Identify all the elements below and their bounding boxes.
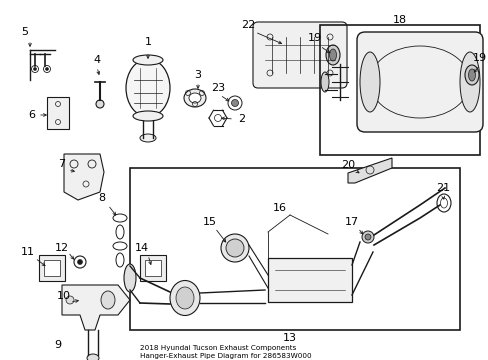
Text: 19: 19	[307, 33, 322, 43]
Bar	[145, 260, 161, 276]
Ellipse shape	[361, 231, 373, 243]
Polygon shape	[64, 154, 104, 200]
Ellipse shape	[359, 52, 379, 112]
Ellipse shape	[170, 280, 200, 315]
Ellipse shape	[189, 93, 201, 103]
Ellipse shape	[231, 99, 238, 107]
Ellipse shape	[320, 72, 328, 92]
Ellipse shape	[183, 89, 205, 107]
Bar	[130, 168, 459, 330]
Bar	[140, 255, 165, 281]
Text: 2: 2	[238, 114, 245, 124]
Ellipse shape	[176, 287, 194, 309]
Ellipse shape	[459, 52, 479, 112]
Text: 13: 13	[283, 333, 296, 343]
Ellipse shape	[126, 59, 170, 117]
Bar	[47, 97, 69, 129]
Text: 16: 16	[272, 203, 286, 213]
Polygon shape	[62, 285, 130, 330]
Text: 21: 21	[435, 183, 449, 193]
Text: 12: 12	[55, 243, 69, 253]
Text: 2018 Hyundai Tucson Exhaust Components
Hanger-Exhaust Pipe Diagram for 286583W00: 2018 Hyundai Tucson Exhaust Components H…	[140, 345, 311, 359]
Text: 15: 15	[203, 217, 217, 227]
Text: 5: 5	[21, 27, 28, 37]
Ellipse shape	[124, 264, 136, 292]
Text: 9: 9	[54, 340, 61, 350]
Polygon shape	[347, 158, 391, 183]
Ellipse shape	[140, 134, 156, 142]
Ellipse shape	[87, 354, 99, 360]
Text: 10: 10	[57, 291, 71, 301]
Text: 7: 7	[59, 159, 65, 169]
Ellipse shape	[325, 45, 339, 65]
FancyBboxPatch shape	[252, 22, 346, 88]
Text: 18: 18	[392, 15, 406, 25]
Text: 11: 11	[21, 247, 35, 257]
Ellipse shape	[77, 260, 82, 265]
Ellipse shape	[34, 68, 37, 71]
Text: 6: 6	[28, 110, 36, 120]
Text: 23: 23	[210, 83, 224, 93]
Text: 8: 8	[98, 193, 105, 203]
Text: 19: 19	[472, 53, 486, 63]
Ellipse shape	[96, 100, 104, 108]
Ellipse shape	[133, 55, 163, 65]
Ellipse shape	[329, 49, 336, 61]
Ellipse shape	[66, 296, 74, 304]
Text: 1: 1	[144, 37, 151, 47]
Bar	[319, 25, 479, 155]
Ellipse shape	[101, 291, 115, 309]
Ellipse shape	[221, 234, 248, 262]
Ellipse shape	[464, 65, 478, 85]
Text: 3: 3	[194, 70, 201, 80]
Text: 22: 22	[241, 20, 255, 30]
Ellipse shape	[364, 234, 370, 240]
Ellipse shape	[225, 239, 244, 257]
Ellipse shape	[133, 111, 163, 121]
Bar	[44, 260, 60, 276]
Text: 14: 14	[135, 243, 149, 253]
Bar	[39, 255, 65, 281]
Bar	[267, 258, 351, 302]
Text: 4: 4	[93, 55, 101, 65]
Text: 17: 17	[344, 217, 358, 227]
FancyBboxPatch shape	[356, 32, 482, 132]
Ellipse shape	[45, 68, 48, 71]
Ellipse shape	[468, 69, 474, 81]
Text: 20: 20	[340, 160, 354, 170]
